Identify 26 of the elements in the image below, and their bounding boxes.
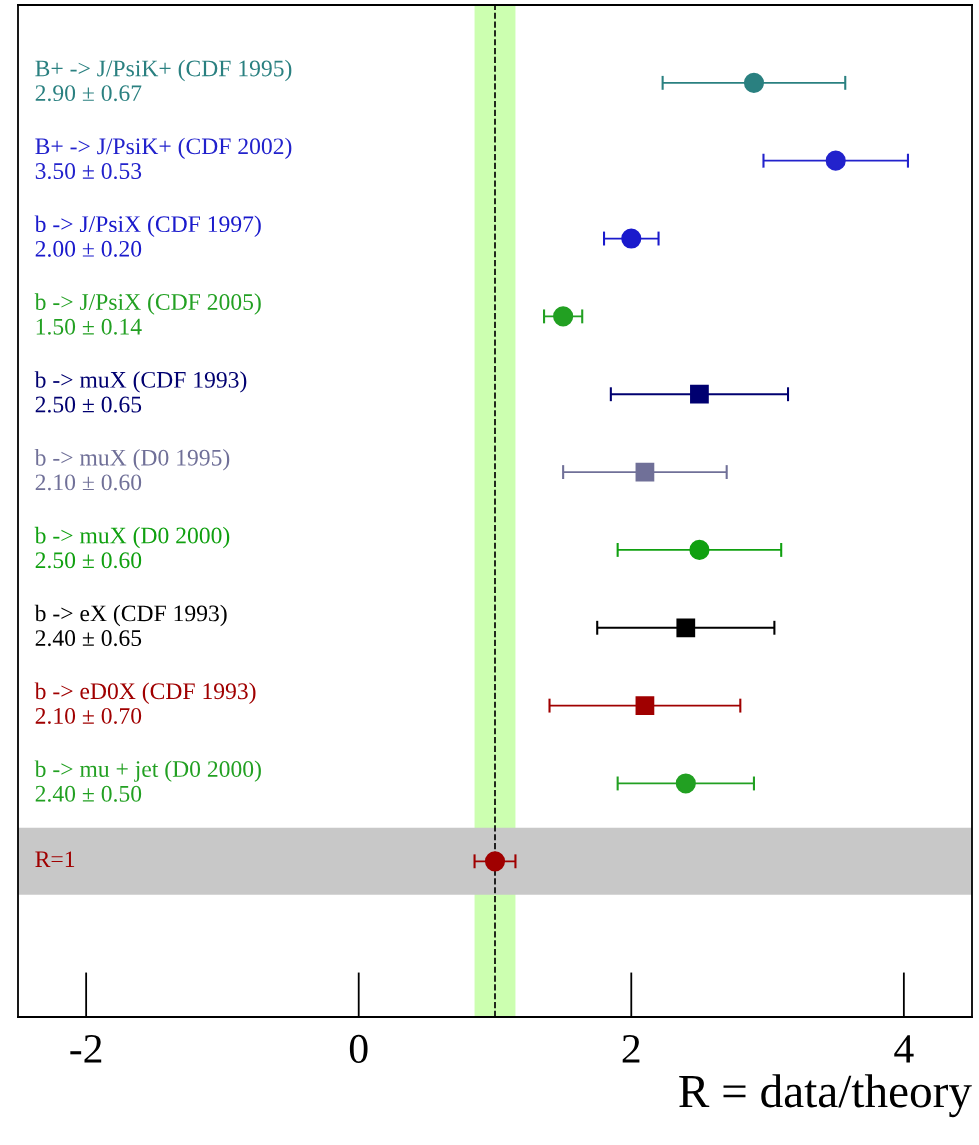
point <box>675 773 696 794</box>
y-tick-label: b -> eD0X (CDF 1993) 2.10 ± 0.70 <box>34 682 256 724</box>
y-tick-label: b -> muX (D0 2000) 2.50 ± 0.60 <box>34 526 230 569</box>
y-tick-label: R=1 <box>35 851 75 867</box>
x-axis-title: R = data/theory <box>679 1074 972 1118</box>
x-tick-label: 2 <box>622 1034 640 1063</box>
x-tick-label: -2 <box>70 1034 102 1063</box>
point <box>553 306 574 327</box>
point <box>621 228 642 249</box>
y-tick-label: b -> muX (D0 1995) 2.10 ± 0.60 <box>34 449 230 491</box>
y-tick-label: b -> eX (CDF 1993) 2.40 ± 0.65 <box>34 604 227 647</box>
y-tick-label: B+ -> J/PsiK+ (CDF 1995) 2.90 ± 0.67 <box>35 59 292 102</box>
y-tick-label: B+ -> J/PsiK+ (CDF 2002) 3.50 ± 0.53 <box>35 137 292 180</box>
x-tick-label: 0 <box>349 1034 368 1063</box>
point <box>690 384 709 404</box>
point <box>676 618 696 638</box>
point <box>689 539 710 560</box>
y-tick-label: b -> J/PsiX (CDF 2005) 1.50 ± 0.14 <box>34 293 261 335</box>
y-tick-label: b -> J/PsiX (CDF 1997) 2.00 ± 0.20 <box>34 215 261 257</box>
point <box>635 462 655 482</box>
point <box>635 696 655 715</box>
point <box>743 72 765 93</box>
y-tick-label: b -> muX (CDF 1993) 2.50 ± 0.65 <box>34 371 247 413</box>
x-tick-label: 4 <box>894 1035 914 1063</box>
y-tick-label: b -> mu + jet (D0 2000) 2.40 ± 0.50 <box>34 760 261 802</box>
point <box>825 150 846 171</box>
